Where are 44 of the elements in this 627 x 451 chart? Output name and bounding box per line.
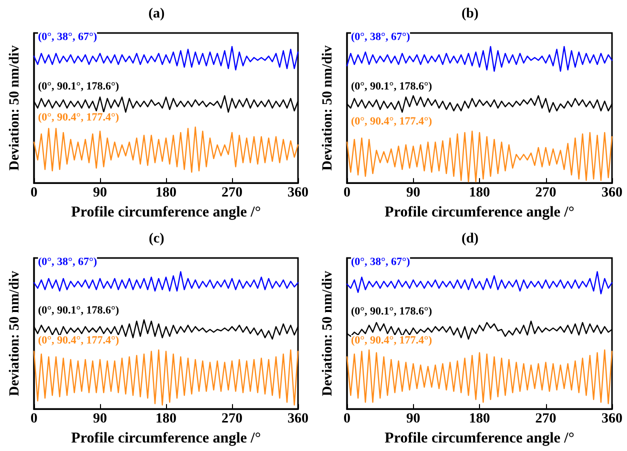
x-tick-label: 0	[30, 412, 38, 427]
series-label: (0°, 38°, 67°)	[351, 31, 410, 44]
x-tick-label: 180	[156, 412, 176, 427]
chart-title: (a)	[148, 6, 165, 22]
series-label: (0°, 90.4°, 177.4°)	[38, 112, 120, 124]
x-tick-label: 90	[93, 186, 107, 201]
y-axis-title: Deviation: 50 nm/div	[8, 45, 22, 171]
series-label: (0°, 90.1°, 178.6°)	[351, 306, 432, 318]
x-tick-label: 270	[535, 186, 556, 201]
x-axis-title: Profile circumference angle /°	[384, 204, 574, 220]
series-label: (0°, 38°, 67°)	[38, 256, 98, 268]
y-axis-title: Deviation: 50 nm/div	[320, 45, 336, 171]
x-tick-label: 360	[602, 412, 622, 427]
x-tick-label: 180	[156, 186, 176, 201]
x-tick-label: 90	[406, 412, 420, 427]
x-tick-label: 270	[222, 412, 242, 427]
series-label: (0°, 90.4°, 177.4°)	[38, 334, 120, 347]
x-tick-label: 360	[288, 412, 308, 427]
x-tick-label: 180	[469, 412, 490, 427]
x-tick-label: 90	[406, 186, 420, 201]
x-tick-label: 270	[535, 412, 556, 427]
y-axis-title: Deviation: 50 nm/div	[320, 270, 336, 396]
chart-title: (d)	[461, 232, 479, 246]
x-tick-label: 0	[344, 412, 350, 427]
series-label: (0°, 90.4°, 177.4°)	[351, 116, 432, 128]
x-tick-label: 0	[30, 186, 38, 201]
chart-title: (c)	[148, 232, 165, 246]
x-tick-label: 360	[288, 186, 308, 201]
series-label: (0°, 90.1°, 178.6°)	[351, 80, 432, 92]
x-tick-label: 180	[469, 186, 490, 201]
x-axis-title: Profile circumference angle /°	[384, 430, 574, 446]
x-tick-label: 270	[222, 186, 242, 201]
series-label: (0°, 38°, 67°)	[38, 31, 98, 44]
x-tick-label: 360	[602, 186, 622, 201]
y-axis-title: Deviation: 50 nm/div	[8, 270, 22, 396]
series-label: (0°, 90.4°, 177.4°)	[351, 334, 432, 347]
series-label: (0°, 90.1°, 178.6°)	[38, 304, 120, 316]
x-tick-label: 90	[93, 412, 107, 427]
x-tick-label: 0	[344, 186, 350, 201]
chart-title: (b)	[461, 6, 479, 22]
x-axis-title: Profile circumference angle /°	[71, 204, 261, 220]
series-label: (0°, 38°, 67°)	[351, 256, 410, 268]
x-axis-title: Profile circumference angle /°	[71, 430, 261, 446]
series-label: (0°, 90.1°, 178.6°)	[38, 80, 120, 92]
